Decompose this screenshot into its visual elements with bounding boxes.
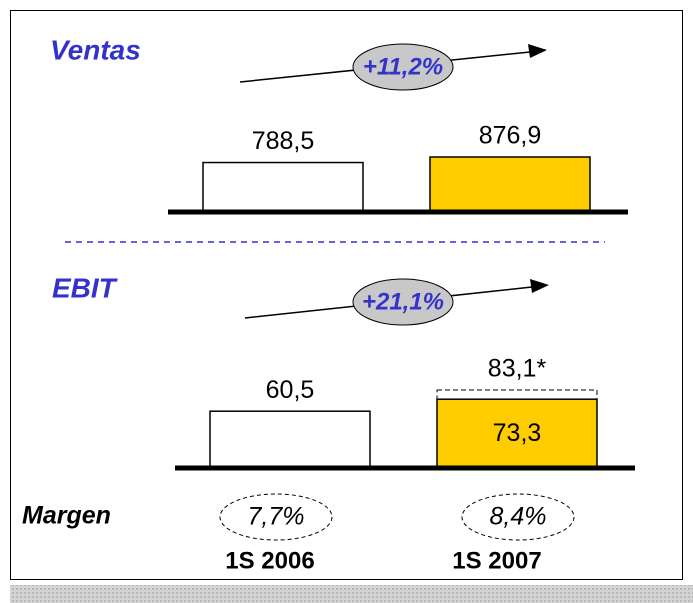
category-label: 1S 2007 <box>452 547 541 574</box>
value-label: 83,1* <box>488 355 547 383</box>
growth-label: +21,1% <box>362 288 444 315</box>
arrow-head <box>528 44 547 58</box>
margin-badge <box>219 493 333 541</box>
shadow <box>10 585 693 603</box>
margin-value: 8,4% <box>490 503 547 531</box>
value-label: 60,5 <box>266 376 315 404</box>
value-label: 876,9 <box>479 122 542 150</box>
arrow-head <box>530 279 549 293</box>
margin-value: 7,7% <box>248 503 305 531</box>
value-label: 73,3 <box>493 419 542 447</box>
section-title: Ventas <box>50 34 141 65</box>
margin-title: Margen <box>22 502 111 530</box>
bar <box>202 161 364 213</box>
adjusted-bar <box>436 389 598 400</box>
growth-badge <box>352 43 454 91</box>
bar <box>209 410 371 469</box>
growth-label: +11,2% <box>363 53 443 80</box>
bar <box>429 156 591 213</box>
value-label: 788,5 <box>252 127 315 155</box>
margin-badge <box>461 493 575 541</box>
frame <box>10 10 683 580</box>
category-label: 1S 2006 <box>225 547 314 574</box>
growth-badge <box>352 278 454 326</box>
section-title: EBIT <box>52 272 119 303</box>
